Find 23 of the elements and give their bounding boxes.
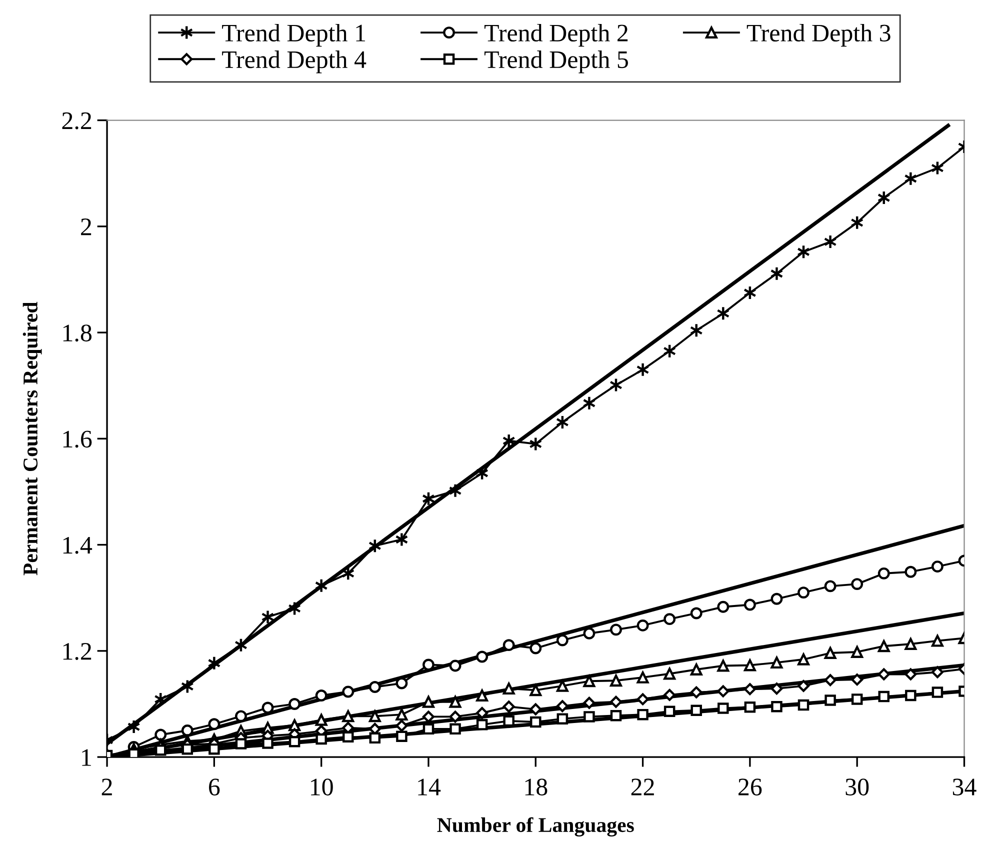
y-tick-label: 1 bbox=[82, 749, 91, 766]
x-tick-label: 18 bbox=[525, 778, 548, 796]
x-tick-label: 26 bbox=[738, 778, 762, 796]
x-tick-label: 30 bbox=[846, 778, 869, 796]
legend-label: Trend Depth 1 bbox=[222, 24, 366, 47]
legend-label: Trend Depth 4 bbox=[222, 50, 366, 74]
y-tick-label: 1.6 bbox=[63, 430, 92, 448]
y-tick-label: 1.8 bbox=[63, 324, 92, 342]
legend-label: Trend Depth 5 bbox=[484, 50, 628, 74]
y-tick-label: 2.2 bbox=[62, 112, 92, 130]
y-axis-title: Permanent Counters Required bbox=[22, 302, 42, 576]
x-tick-label: 2 bbox=[102, 778, 112, 796]
legend-label: Trend Depth 2 bbox=[484, 24, 628, 47]
y-tick-label: 1.2 bbox=[63, 643, 92, 660]
legend-label: Trend Depth 3 bbox=[746, 24, 890, 47]
y-tick-label: 2 bbox=[81, 218, 92, 236]
x-tick-label: 34 bbox=[952, 778, 976, 796]
x-axis-title: Number of Languages bbox=[437, 817, 634, 836]
x-tick-label: 14 bbox=[418, 778, 441, 796]
y-tick-label: 1.4 bbox=[63, 536, 92, 554]
x-tick-label: 6 bbox=[209, 778, 220, 796]
x-tick-label: 10 bbox=[311, 778, 333, 796]
x-tick-label: 22 bbox=[631, 778, 654, 796]
